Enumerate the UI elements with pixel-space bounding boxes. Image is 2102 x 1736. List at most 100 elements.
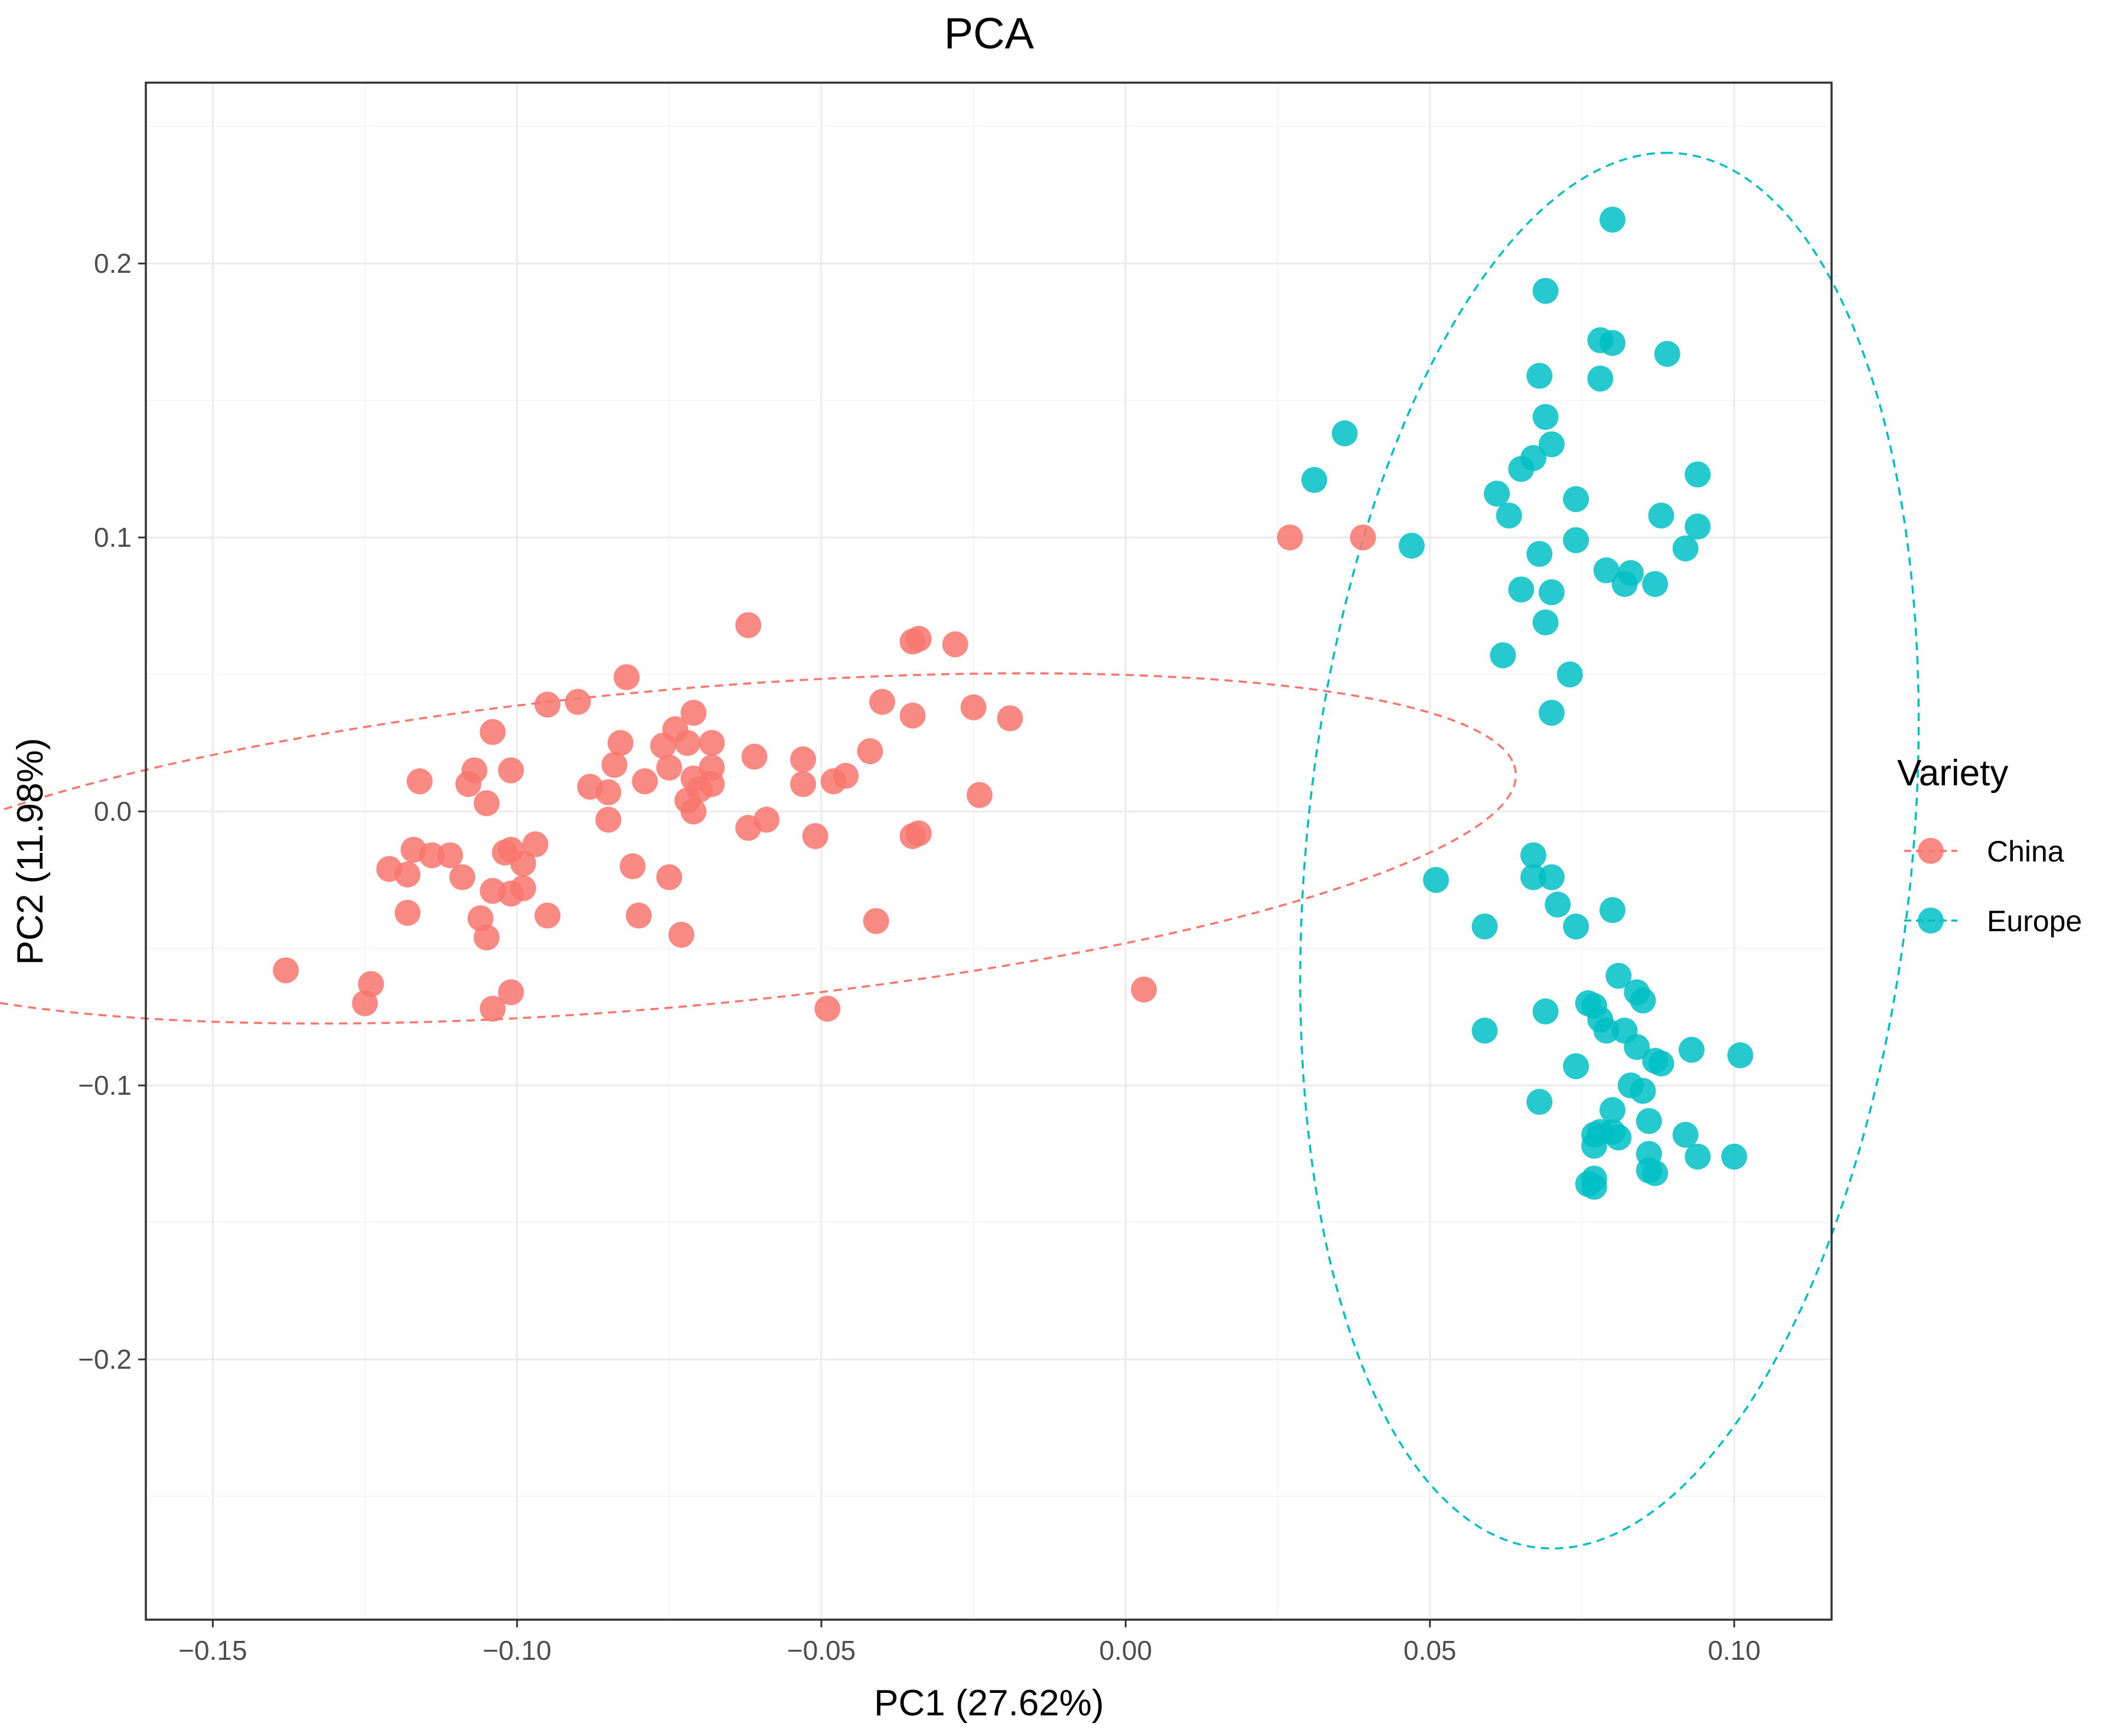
data-point-china (406, 768, 433, 795)
data-point-china (1350, 524, 1376, 551)
chart-title: PCA (944, 9, 1034, 58)
data-point-europe (1538, 431, 1565, 458)
data-point-europe (1532, 404, 1559, 430)
data-point-europe (1508, 456, 1535, 482)
data-point-china (735, 612, 762, 638)
legend-label-china: China (1987, 835, 2064, 868)
data-point-china (857, 738, 883, 765)
data-point-china (632, 768, 658, 795)
data-point-europe (1605, 1124, 1632, 1151)
data-point-europe (1672, 535, 1699, 562)
data-point-china (820, 768, 847, 795)
data-point-europe (1654, 341, 1680, 367)
data-point-china (352, 990, 378, 1017)
data-point-europe (1678, 1036, 1705, 1063)
series-europe (1301, 206, 1754, 1200)
legend-entry-china: China (1904, 835, 2064, 868)
data-point-china (668, 922, 695, 948)
y-tick-label: 0.0 (94, 796, 132, 827)
data-point-europe (1563, 1053, 1589, 1079)
data-point-china (479, 719, 506, 745)
y-tick-label: −0.2 (78, 1344, 132, 1375)
data-point-europe (1685, 1143, 1711, 1170)
data-point-europe (1563, 486, 1589, 513)
data-point-europe (1545, 891, 1571, 918)
data-point-china (899, 628, 926, 655)
data-point-china (997, 705, 1023, 732)
data-point-europe (1624, 1034, 1650, 1060)
data-point-europe (1685, 461, 1711, 488)
data-point-europe (1520, 864, 1546, 890)
data-point-europe (1587, 366, 1614, 392)
series-china (273, 524, 1376, 1022)
data-point-china (455, 771, 482, 797)
data-point-europe (1648, 1050, 1675, 1077)
data-point-china (419, 842, 445, 869)
data-point-europe (1563, 527, 1589, 553)
data-point-china (790, 771, 817, 797)
data-point-china (741, 743, 768, 770)
data-point-china (564, 688, 591, 715)
data-point-china (534, 902, 561, 929)
data-point-china (479, 996, 506, 1022)
data-point-china (869, 688, 896, 715)
data-point-china (510, 850, 537, 877)
data-point-china (619, 853, 646, 880)
data-point-china (735, 815, 762, 841)
data-point-europe (1581, 1173, 1608, 1200)
data-point-china (449, 864, 475, 890)
data-point-china (498, 979, 524, 1006)
data-point-europe (1532, 278, 1559, 304)
data-point-china (595, 807, 622, 833)
data-point-europe (1556, 661, 1583, 688)
data-point-europe (1642, 571, 1669, 598)
data-point-china (1131, 976, 1157, 1003)
data-point-china (437, 842, 464, 869)
data-point-china (534, 691, 561, 718)
data-point-china (474, 924, 500, 951)
x-tick-label: 0.10 (1708, 1635, 1761, 1666)
ellipse-china (0, 672, 1517, 1025)
data-point-china (607, 730, 634, 756)
data-point-china (595, 779, 622, 805)
data-point-europe (1599, 897, 1626, 924)
data-point-europe (1520, 842, 1546, 869)
grid-lines (146, 83, 1832, 1620)
data-point-europe (1642, 1160, 1669, 1186)
data-point-china (625, 902, 652, 929)
axes: −0.15 −0.10 −0.05 0.00 0.05 0.10 0.2 0.1 0.0 −0.1… (78, 248, 1761, 1666)
data-point-china (522, 831, 549, 857)
y-axis-title: PC2 (11.98%) (10, 738, 51, 965)
x-tick-label: 0.05 (1403, 1635, 1457, 1666)
x-tick-label: 0.00 (1099, 1635, 1153, 1666)
confidence-ellipses (0, 151, 1920, 1550)
data-point-europe (1496, 502, 1522, 529)
data-point-europe (1532, 998, 1559, 1024)
data-point-europe (1526, 363, 1553, 389)
data-point-europe (1423, 867, 1450, 893)
data-point-china (656, 754, 683, 781)
x-tick-label: −0.10 (483, 1635, 551, 1666)
data-point-europe (1538, 864, 1565, 890)
data-point-china (674, 730, 701, 756)
data-point-europe (1538, 700, 1565, 726)
data-point-europe (1538, 579, 1565, 606)
data-point-europe (1611, 571, 1638, 598)
data-point-europe (1526, 1089, 1553, 1115)
data-point-china (863, 908, 889, 934)
legend-entry-europe: Europe (1904, 905, 2082, 938)
data-point-europe (1532, 609, 1559, 636)
data-point-europe (1630, 987, 1656, 1014)
data-point-europe (1484, 480, 1510, 507)
data-point-europe (1331, 420, 1358, 446)
ellipse-europe (1299, 151, 1920, 1550)
data-point-europe (1563, 913, 1589, 940)
legend-title: Variety (1897, 753, 2008, 794)
data-point-europe (1599, 329, 1626, 356)
x-tick-label: −0.05 (787, 1635, 856, 1666)
data-point-china (394, 861, 421, 887)
plot-panel-border (145, 81, 1833, 1621)
legend: Variety China Europe (1897, 753, 2082, 938)
data-points (273, 206, 1754, 1200)
